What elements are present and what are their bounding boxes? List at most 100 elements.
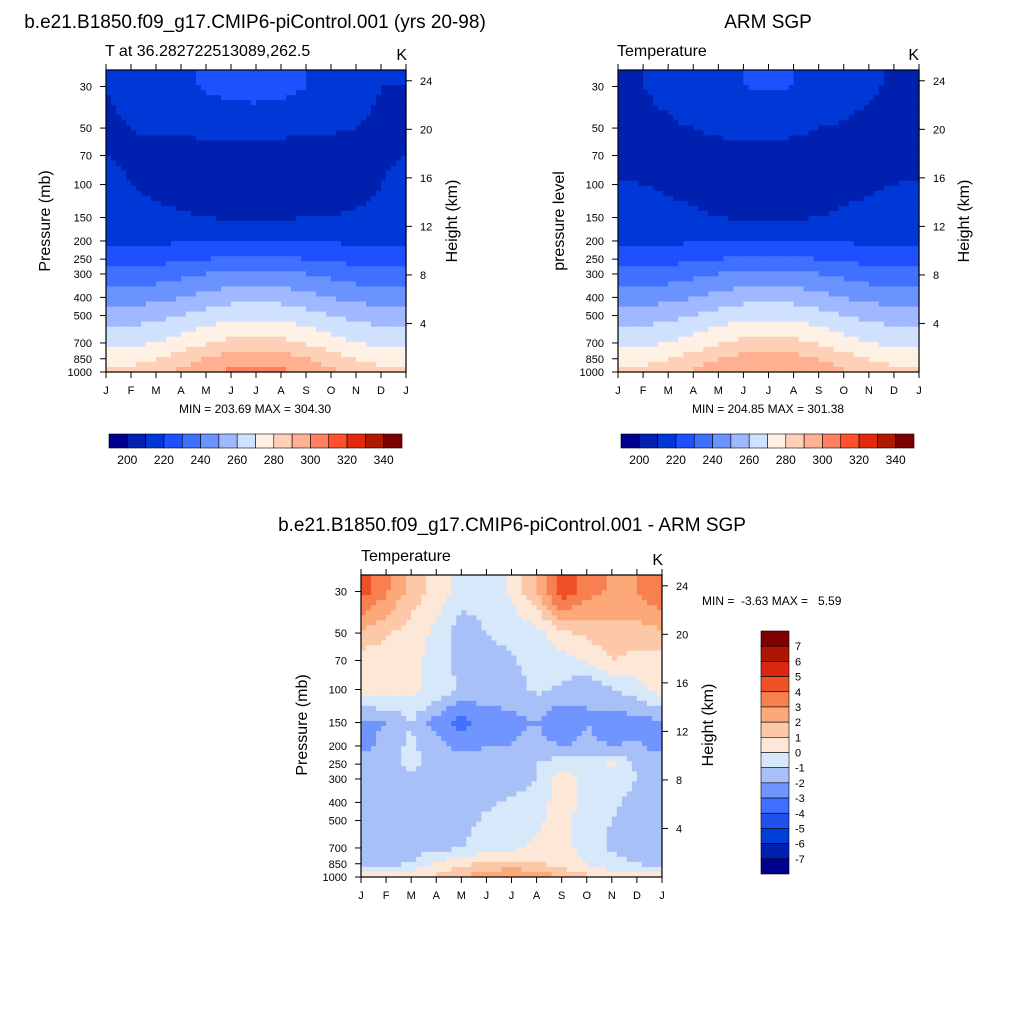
heatmap-cell <box>708 145 714 152</box>
heatmap-cell <box>291 75 297 81</box>
heatmap-cell <box>633 175 639 182</box>
heatmap-cell <box>131 286 137 293</box>
heatmap-cell <box>171 351 177 358</box>
heatmap-cell <box>371 241 377 247</box>
heatmap-cell <box>793 100 800 106</box>
heatmap-cell <box>843 165 850 172</box>
heatmap-cell <box>366 110 372 116</box>
heatmap-cell <box>798 90 805 96</box>
heatmap-cell <box>281 170 287 177</box>
heatmap-cell <box>351 226 357 232</box>
heatmap-cell <box>221 205 227 212</box>
heatmap-cell <box>111 105 117 111</box>
heatmap-cell <box>648 95 654 101</box>
heatmap-cell <box>281 210 287 217</box>
heatmap-cell <box>356 120 362 126</box>
heatmap-cell <box>683 135 689 142</box>
heatmap-cell <box>211 236 217 242</box>
heatmap-cell <box>381 130 387 137</box>
heatmap-cell <box>271 331 277 338</box>
heatmap-cell <box>291 195 297 202</box>
heatmap-cell <box>146 291 152 298</box>
heatmap-cell <box>236 115 242 121</box>
heatmap-cell <box>803 75 810 81</box>
heatmap-cell <box>306 100 312 106</box>
heatmap-cell <box>266 301 272 308</box>
heatmap-cell <box>206 296 212 303</box>
heatmap-cell <box>678 80 684 86</box>
heatmap-cell <box>216 75 222 81</box>
colorbar-swatch <box>127 433 146 449</box>
heatmap-cell <box>131 95 137 101</box>
heatmap-cell <box>126 331 132 338</box>
heatmap-cell <box>893 130 900 137</box>
heatmap-cell <box>366 256 372 262</box>
heatmap-cell <box>216 130 222 137</box>
heatmap-cell <box>271 341 277 348</box>
heatmap-cell <box>321 246 327 252</box>
heatmap-cell <box>281 75 287 81</box>
heatmap-cell <box>693 145 699 152</box>
heatmap-cell <box>276 155 282 162</box>
heatmap-cell <box>151 366 157 373</box>
heatmap-cell <box>853 100 860 106</box>
heatmap-cell <box>311 165 317 172</box>
heatmap-cell <box>833 150 840 157</box>
heatmap-cell <box>216 185 222 192</box>
heatmap-cell <box>111 165 117 172</box>
heatmap-cell <box>321 251 327 257</box>
heatmap-cell <box>181 351 187 358</box>
heatmap-cell <box>131 361 137 368</box>
heatmap-cell <box>201 281 207 288</box>
heatmap-cell <box>221 246 227 252</box>
heatmap-cell <box>366 341 372 348</box>
heatmap-cell <box>768 145 775 152</box>
heatmap-cell <box>351 90 357 96</box>
heatmap-cell <box>116 70 122 76</box>
heatmap-cell <box>126 215 132 222</box>
heatmap-cell <box>311 110 317 116</box>
heatmap-cell <box>301 266 307 272</box>
heatmap-cell <box>146 326 152 333</box>
heatmap-cell <box>336 366 342 373</box>
heatmap-cell <box>356 291 362 298</box>
heatmap-cell <box>391 351 397 358</box>
heatmap-cell <box>241 271 247 277</box>
heatmap-cell <box>693 165 699 172</box>
heatmap-cell <box>713 70 719 76</box>
heatmap-cell <box>116 261 122 267</box>
heatmap-cell <box>633 85 639 91</box>
heatmap-cell <box>151 236 157 242</box>
heatmap-cell <box>748 115 755 121</box>
heatmap-cell <box>758 145 765 152</box>
heatmap-cell <box>156 276 162 282</box>
heatmap-cell <box>141 100 147 106</box>
heatmap-cell <box>391 170 397 177</box>
heatmap-cell <box>176 160 182 167</box>
heatmap-cell <box>176 185 182 192</box>
heatmap-cell <box>146 165 152 172</box>
heatmap-cell <box>658 85 664 91</box>
heatmap-cell <box>156 231 162 237</box>
heatmap-cell <box>291 241 297 247</box>
heatmap-cell <box>211 80 217 86</box>
heatmap-cell <box>226 155 232 162</box>
heatmap-cell <box>211 160 217 167</box>
heatmap-cell <box>376 266 382 272</box>
heatmap-cell <box>176 271 182 277</box>
heatmap-cell <box>381 105 387 111</box>
heatmap-cell <box>131 135 137 142</box>
heatmap-cell <box>618 110 624 116</box>
heatmap-cell <box>166 150 172 157</box>
heatmap-cell <box>106 130 112 137</box>
heatmap-cell <box>346 70 352 76</box>
heatmap-cell <box>311 115 317 121</box>
heatmap-cell <box>161 241 167 247</box>
heatmap-cell <box>121 175 127 182</box>
heatmap-cell <box>231 160 237 167</box>
heatmap-cell <box>618 95 624 101</box>
heatmap-cell <box>783 125 790 131</box>
heatmap-cell <box>858 75 865 81</box>
heatmap-cell <box>321 346 327 353</box>
heatmap-cell <box>898 140 905 147</box>
